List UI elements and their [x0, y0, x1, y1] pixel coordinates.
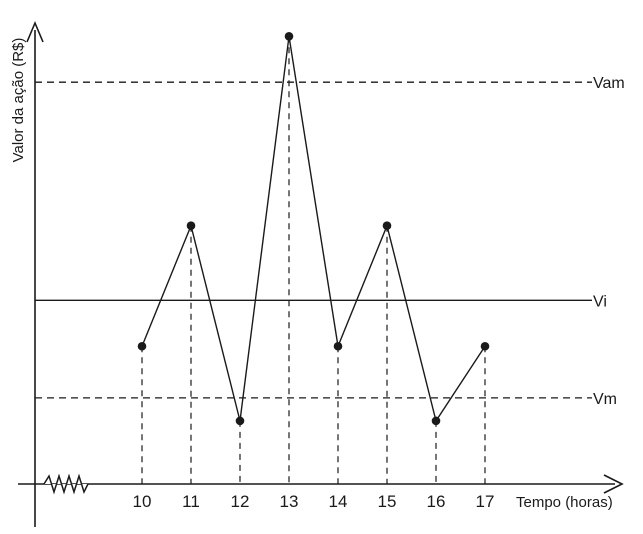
x-tick-label-16: 16: [427, 492, 446, 511]
series-line: [141, 36, 486, 423]
data-point-10: [137, 341, 147, 351]
data-point-13: [284, 31, 294, 41]
data-point-12: [235, 416, 245, 426]
x-tick-label-12: 12: [231, 492, 250, 511]
axis-break-mark: [43, 473, 89, 495]
data-point-16: [431, 416, 441, 426]
x-axis-arrowhead: [603, 474, 624, 494]
y-axis-arrowhead: [26, 20, 44, 43]
data-point-17: [480, 341, 490, 351]
x-tick-labels: 10 11 12 13 14 15 16 17: [133, 492, 495, 511]
y-axis-title: Valor da ação (R$): [10, 38, 27, 163]
x-tick-label-11: 11: [182, 492, 200, 511]
x-tick-label-14: 14: [329, 492, 348, 511]
x-tick-label-15: 15: [378, 492, 397, 511]
drop-lines: [141, 36, 486, 484]
value-line: [141, 36, 486, 423]
reference-label-vm: Vm: [593, 391, 617, 408]
axis-break-zigzag: [43, 473, 89, 495]
x-tick-label-13: 13: [280, 492, 299, 511]
x-tick-label-10: 10: [133, 492, 152, 511]
reference-label-vam: Vam: [593, 75, 625, 92]
x-tick-label-17: 17: [476, 492, 495, 511]
data-point-14: [333, 341, 343, 351]
reference-label-vi: Vi: [593, 293, 607, 310]
data-points: [137, 31, 490, 426]
data-point-15: [382, 221, 392, 230]
x-axis-title: Tempo (horas): [516, 494, 613, 511]
reference-lines: Vam Vi Vm: [35, 75, 625, 408]
data-point-11: [186, 221, 196, 230]
